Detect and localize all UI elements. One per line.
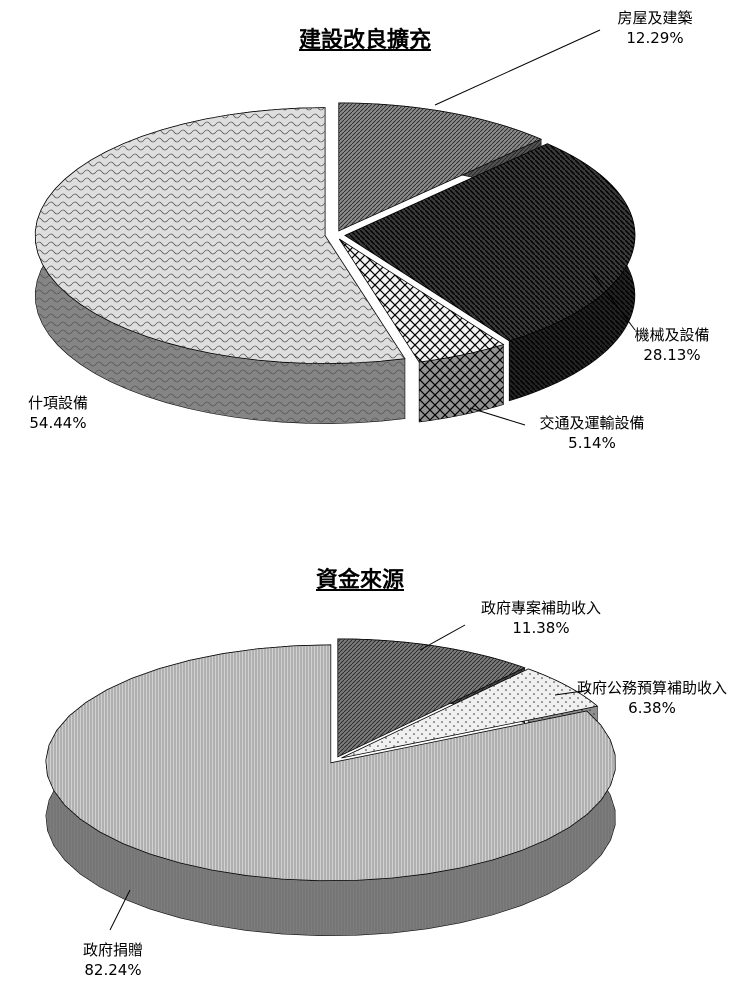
value-label: 11.38% bbox=[512, 619, 570, 637]
data-label: 政府捐贈 82.24% bbox=[53, 940, 173, 980]
slice-texture bbox=[338, 102, 542, 231]
category-label: 政府捐贈 bbox=[82, 941, 143, 959]
category-label: 政府專案補助收入 bbox=[480, 599, 601, 617]
category-label: 什項設備 bbox=[27, 394, 88, 412]
slice-texture bbox=[339, 238, 504, 363]
data-label: 什項設備 54.44% bbox=[0, 393, 118, 433]
category-label: 交通及運輸設備 bbox=[539, 414, 645, 432]
leader-line bbox=[554, 689, 591, 696]
data-label: 政府專案補助收入 11.38% bbox=[456, 598, 626, 638]
leader-line bbox=[434, 29, 601, 106]
leader-line bbox=[419, 624, 466, 651]
slice-texture bbox=[341, 668, 598, 758]
data-label: 交通及運輸設備 5.14% bbox=[522, 413, 662, 453]
value-label: 5.14% bbox=[568, 434, 616, 452]
leader-line bbox=[109, 889, 131, 931]
slice-texture bbox=[344, 143, 635, 341]
slice-texture bbox=[337, 638, 525, 757]
slice-texture bbox=[45, 644, 616, 881]
leader-line bbox=[469, 407, 526, 426]
data-label: 機械及設備 28.13% bbox=[612, 325, 732, 365]
value-label: 12.29% bbox=[626, 29, 684, 47]
chart-title: 建設改良擴充 bbox=[298, 28, 432, 53]
slice-side-texture bbox=[419, 344, 504, 423]
data-label: 政府公務預算補助收入 6.38% bbox=[577, 678, 727, 718]
value-label: 54.44% bbox=[29, 414, 87, 432]
leader-line bbox=[589, 269, 636, 331]
value-label: 6.38% bbox=[628, 699, 676, 717]
category-label: 房屋及建築 bbox=[617, 9, 693, 27]
chart-title: 資金來源 bbox=[315, 568, 405, 593]
data-label: 房屋及建築 12.29% bbox=[595, 8, 715, 48]
category-label: 機械及設備 bbox=[634, 326, 710, 344]
value-label: 28.13% bbox=[643, 346, 701, 364]
value-label: 82.24% bbox=[84, 961, 142, 979]
slice-texture bbox=[35, 107, 405, 364]
category-label: 政府公務預算補助收入 bbox=[577, 679, 728, 697]
